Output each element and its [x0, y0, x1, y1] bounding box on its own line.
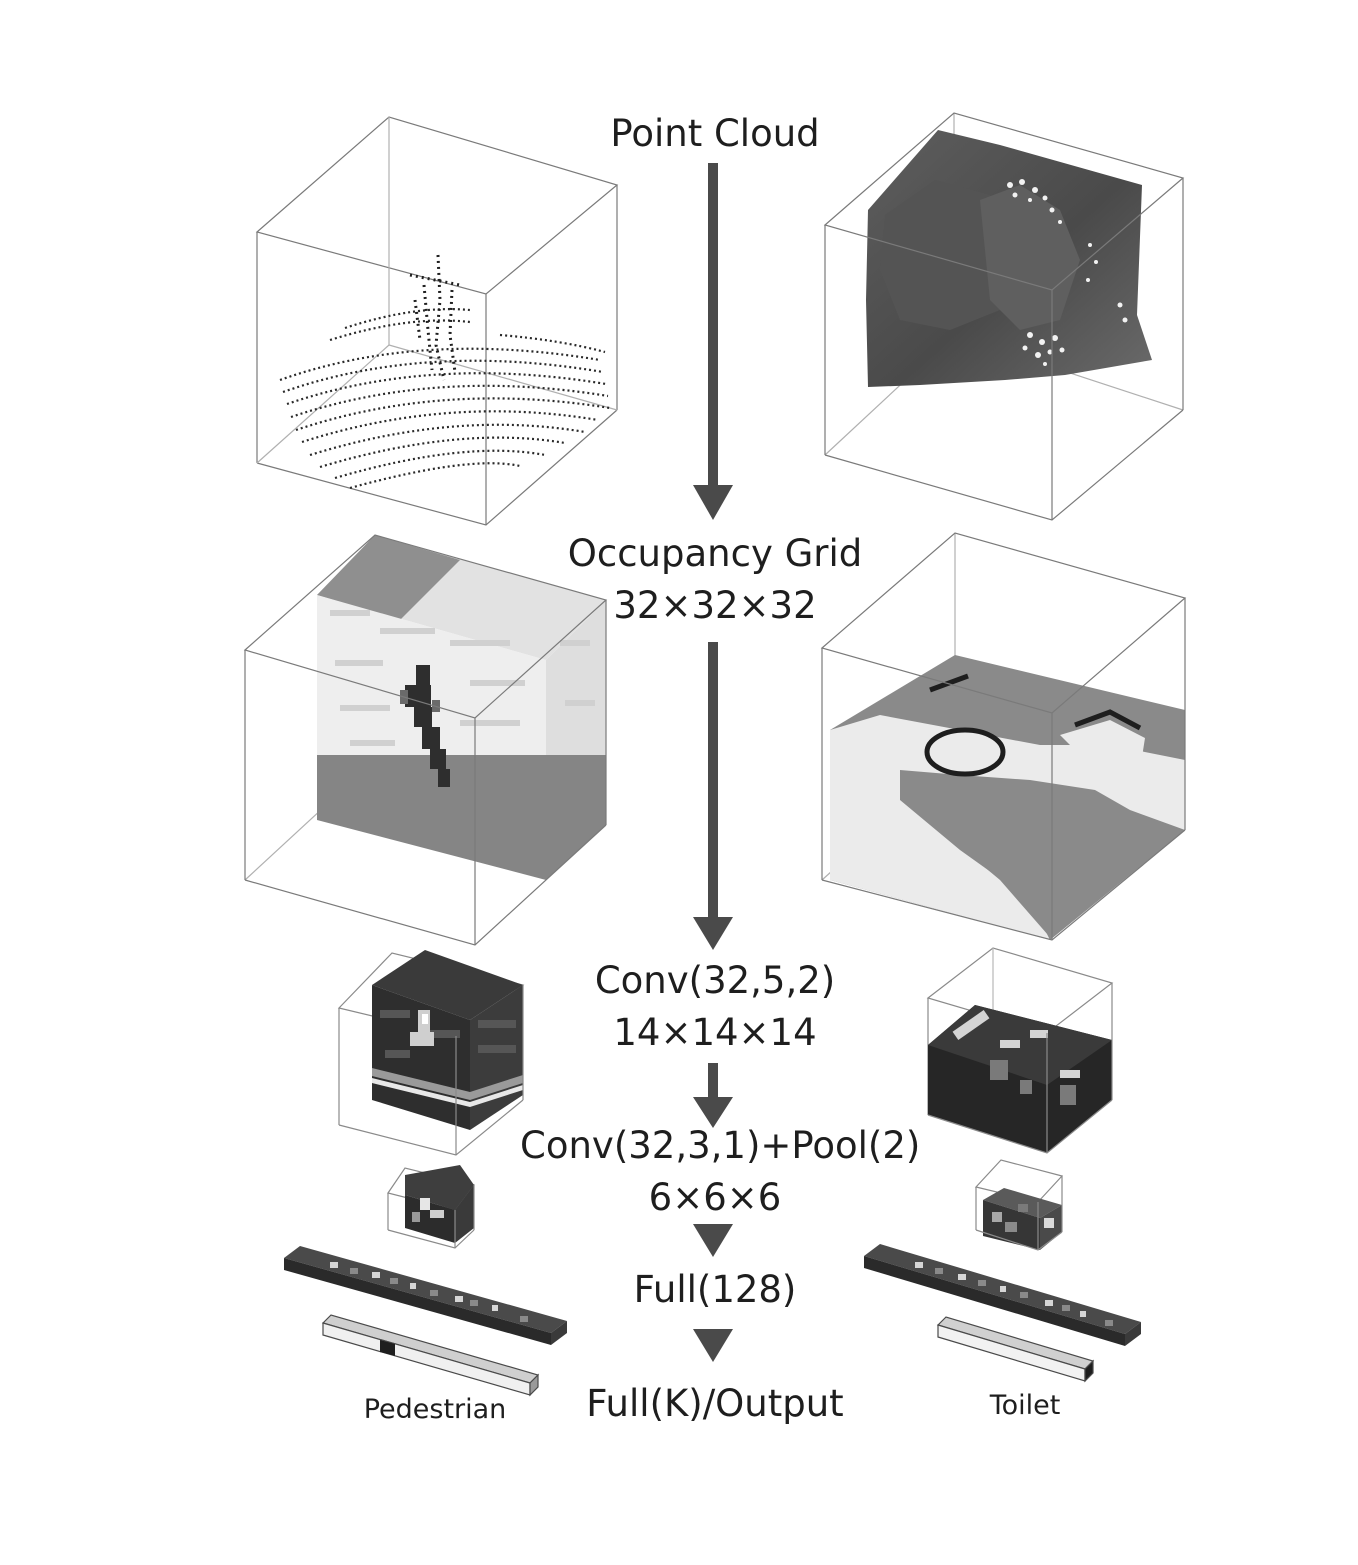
toilet-full128-bar: [864, 1244, 1141, 1346]
stage-label-conv1: Conv(32,5,2) 14×14×14: [520, 955, 910, 1059]
stage-label-occupancy-grid: Occupancy Grid 32×32×32: [520, 528, 910, 632]
pedestrian-occupancy-grid: [243, 534, 608, 946]
toilet-point-cloud: [823, 112, 1185, 521]
arrow-conv2-to-full: [693, 1224, 733, 1257]
stage-line: 14×14×14: [613, 1011, 817, 1054]
stage-line: 6×6×6: [648, 1176, 782, 1219]
stage-label-output: Full(K)/Output: [520, 1378, 910, 1430]
arrow-occupancy-to-conv1: [693, 642, 733, 950]
stage-label-point-cloud: Point Cloud: [520, 108, 910, 160]
arrow-pointcloud-to-occupancy: [693, 163, 733, 520]
stage-line: Point Cloud: [610, 112, 820, 155]
toilet-occupancy-grid: [820, 532, 1187, 941]
stage-label-conv2: Conv(32,3,1)+Pool(2) 6×6×6: [520, 1120, 921, 1224]
stage-line: Full(128): [633, 1268, 797, 1311]
stage-label-full128: Full(128): [520, 1264, 910, 1316]
pedestrian-full128-bar: [284, 1246, 567, 1345]
stage-line: Conv(32,3,1)+Pool(2): [520, 1124, 921, 1167]
stage-line: Full(K)/Output: [586, 1382, 844, 1425]
stage-line: 32×32×32: [613, 584, 817, 627]
pedestrian-output-bar: [321, 1314, 540, 1397]
pipeline-arrows: [693, 163, 733, 1362]
stage-line: Occupancy Grid: [567, 532, 863, 575]
class-label-pedestrian: Pedestrian: [363, 1394, 507, 1425]
pedestrian-conv1-volume: [337, 950, 525, 1156]
pedestrian-conv2-volume: [387, 1165, 476, 1249]
arrow-full-to-output: [693, 1329, 733, 1362]
toilet-conv2-volume: [974, 1159, 1064, 1251]
toilet-output-bar: [936, 1316, 1095, 1383]
arrow-conv1-to-conv2: [693, 1063, 733, 1128]
pedestrian-point-cloud: [255, 116, 619, 526]
toilet-conv1-volume: [926, 947, 1114, 1154]
stage-line: Conv(32,5,2): [594, 959, 836, 1002]
class-label-toilet: Toilet: [989, 1390, 1061, 1421]
